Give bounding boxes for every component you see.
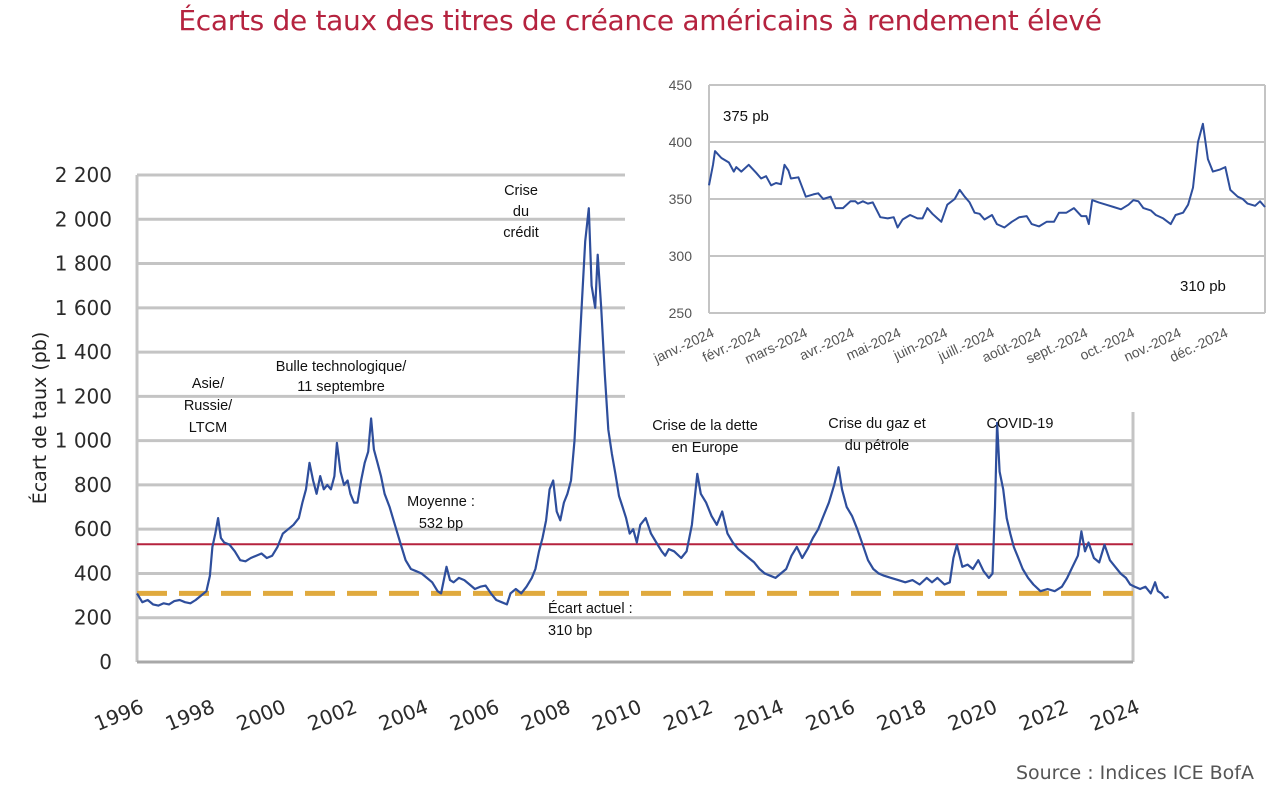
y-tick-label: 1 800 — [55, 252, 112, 276]
annotation-bulle: 11 septembre — [297, 379, 385, 395]
source-note: Source : Indices ICE BofA — [1015, 762, 1254, 784]
annotation-europe: Crise de la dette — [652, 418, 758, 434]
x-tick-label: 1996 — [91, 694, 147, 735]
y-tick-label: 2 000 — [55, 207, 112, 231]
spread-line — [136, 207, 1169, 607]
annotation-actuel: 310 bp — [548, 623, 592, 639]
main-series — [136, 207, 1169, 607]
annotation-credit: crédit — [503, 225, 538, 241]
x-tick-label: 2000 — [233, 694, 289, 735]
inset-y-tick-label: 400 — [669, 134, 693, 150]
x-tick-label: 2012 — [660, 694, 716, 735]
inset-y-tick-label: 250 — [669, 305, 693, 321]
reference-lines — [137, 543, 1133, 596]
x-tick-label: 2010 — [589, 694, 645, 735]
main-chart: 0 200 400 600 800 1 000 1 200 1 400 1 600 1 800 2 … — [28, 163, 1169, 736]
annotation-credit: du — [513, 204, 529, 220]
y-tick-label: 1 000 — [55, 429, 112, 453]
x-tick-label: 2006 — [446, 694, 502, 735]
inset-y-tick-label: 450 — [669, 77, 693, 93]
inset-annotations: 375 pb 310 pb — [723, 108, 1226, 295]
y-tick-label: 2 200 — [55, 163, 112, 187]
main-y-axis: 0 200 400 600 800 1 000 1 200 1 400 1 600 1 800 2 … — [55, 163, 112, 674]
annotation-moyenne: 532 bp — [419, 516, 463, 532]
y-tick-label: 200 — [74, 606, 112, 630]
x-tick-label: 2018 — [873, 694, 929, 735]
main-annotations: Asie/Russie/LTCM Bulle technologique/11 s… — [184, 183, 1054, 639]
x-tick-label: 2004 — [375, 694, 431, 735]
y-tick-label: 1 200 — [55, 384, 112, 408]
main-x-axis: 1996 1998 2000 2002 2004 2006 2008 2010 2012 2014… — [91, 694, 1143, 735]
annotation-gaz: du pétrole — [845, 438, 910, 454]
inset-gridlines — [708, 84, 1266, 314]
inset-spread-line — [708, 122, 1266, 229]
y-tick-label: 600 — [74, 517, 112, 541]
x-tick-label: 2008 — [518, 694, 574, 735]
y-axis-label: Écart de taux (pb) — [28, 332, 51, 505]
y-tick-label: 800 — [74, 473, 112, 497]
inset-annotation-end: 310 pb — [1180, 278, 1226, 295]
annotation-asie: Asie/ — [192, 376, 225, 392]
annotation-asie: LTCM — [189, 420, 227, 436]
y-tick-label: 1 600 — [55, 296, 112, 320]
inset-background — [625, 60, 1280, 412]
annotation-gaz: Crise du gaz et — [828, 416, 926, 432]
y-tick-label: 400 — [74, 561, 112, 585]
main-plot-frame — [135, 175, 1135, 664]
x-tick-label: 2022 — [1016, 694, 1072, 735]
x-tick-label: 2014 — [731, 694, 787, 735]
x-tick-label: 2020 — [944, 694, 1000, 735]
annotation-europe: en Europe — [672, 440, 739, 456]
inset-annotation-start: 375 pb — [723, 108, 769, 125]
inset-y-tick-label: 300 — [669, 248, 693, 264]
x-tick-label: 1998 — [162, 694, 218, 735]
annotation-bulle: Bulle technologique/ — [276, 359, 408, 375]
main-gridlines — [137, 173, 1133, 664]
y-tick-label: 0 — [99, 650, 112, 674]
annotation-covid: COVID-19 — [987, 416, 1054, 432]
inset-y-axis: 250 300 350 400 450 — [669, 77, 693, 321]
x-tick-label: 2024 — [1087, 694, 1143, 735]
annotation-asie: Russie/ — [184, 398, 233, 414]
annotation-moyenne: Moyenne : — [407, 494, 475, 510]
annotation-credit: Crise — [504, 183, 538, 199]
y-tick-label: 1 400 — [55, 340, 112, 364]
x-tick-label: 2016 — [802, 694, 858, 735]
inset-y-tick-label: 350 — [669, 191, 693, 207]
inset-series — [708, 122, 1266, 229]
x-tick-label: 2002 — [304, 694, 360, 735]
annotation-actuel: Écart actuel : — [548, 600, 633, 617]
chart-title: Écarts de taux des titres de créance amé… — [178, 4, 1102, 37]
